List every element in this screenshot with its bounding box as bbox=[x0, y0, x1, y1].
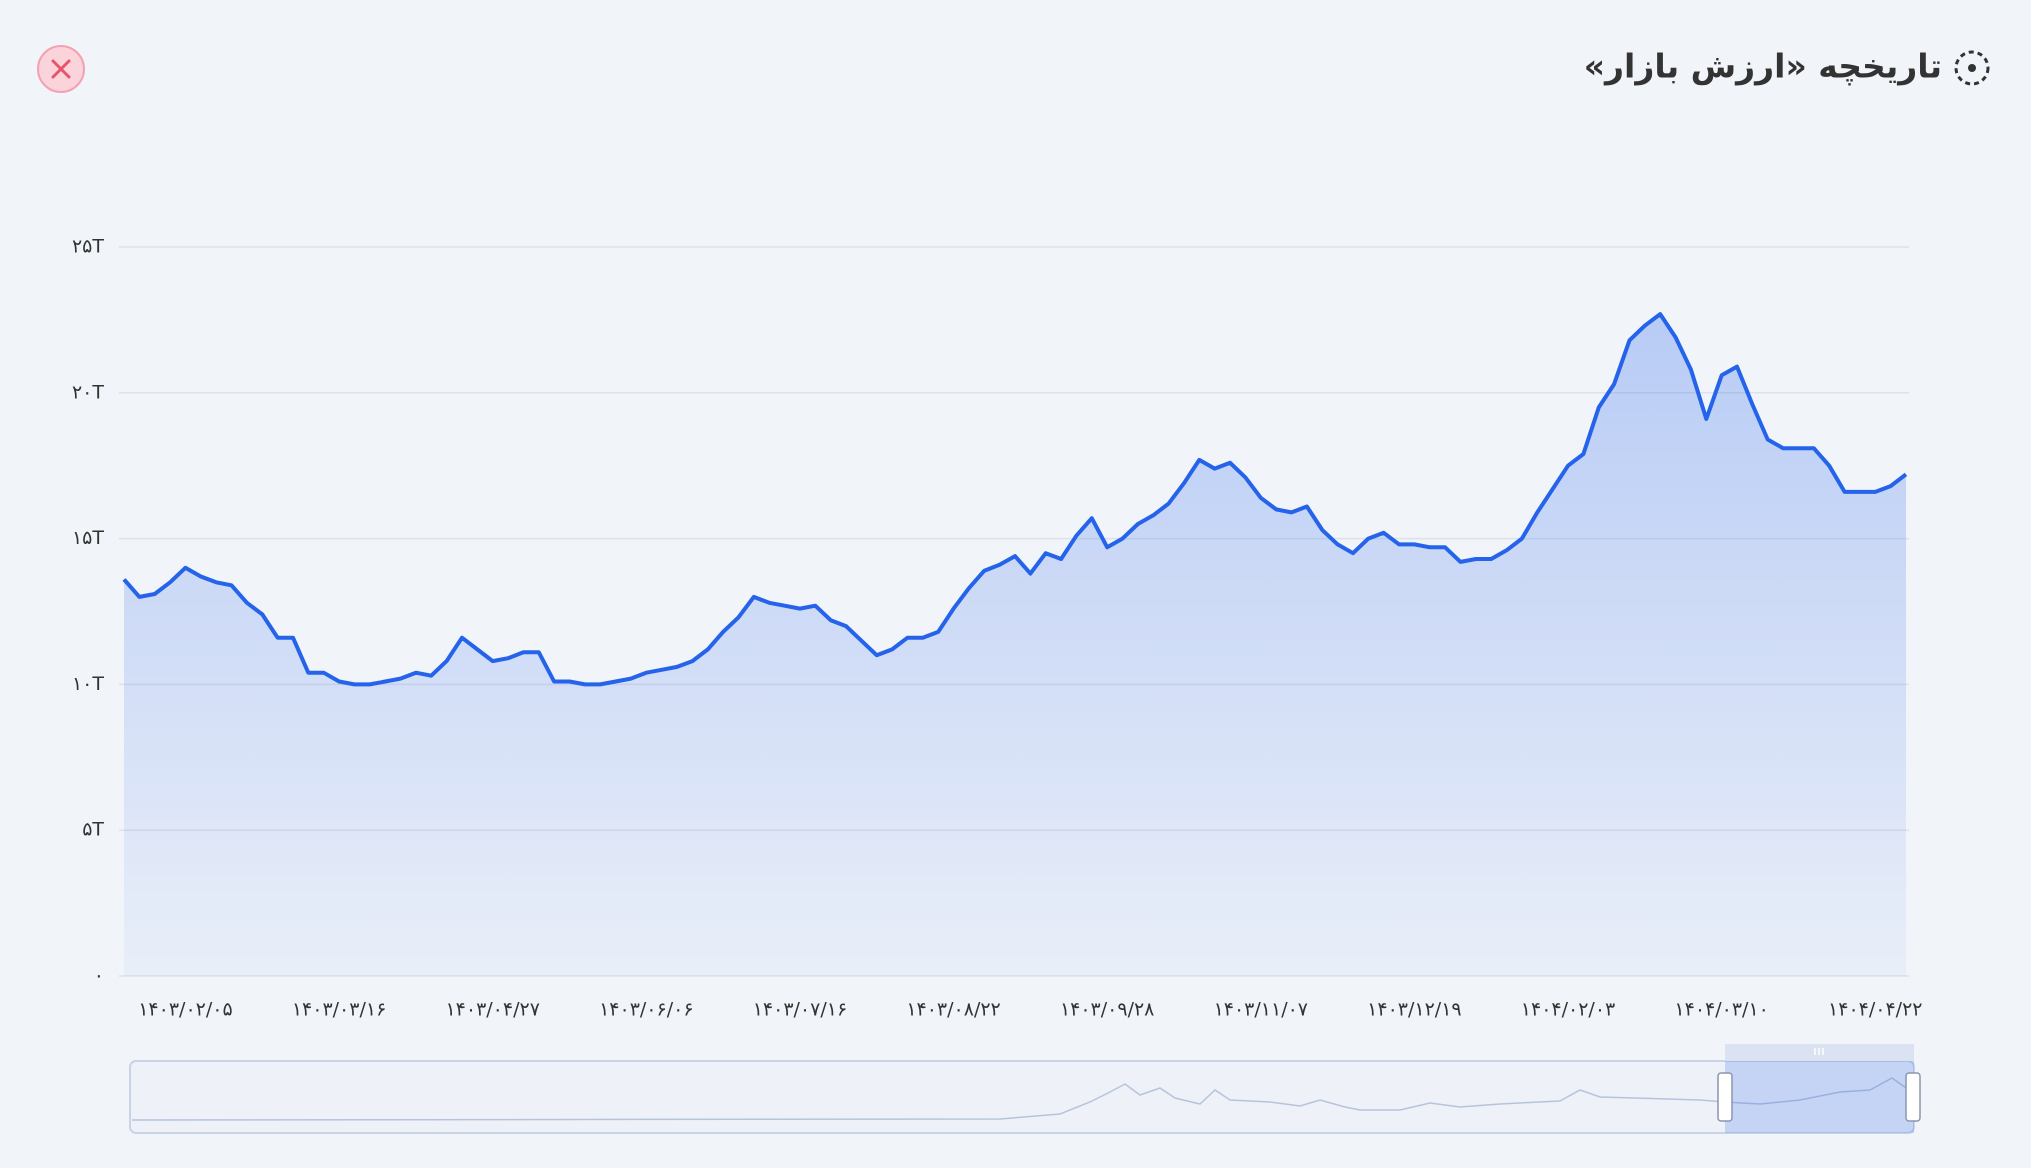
y-tick-label: ۵T bbox=[82, 819, 104, 841]
y-tick-label: ۲۰T bbox=[72, 381, 104, 403]
x-tick-label: ۱۴۰۳/۰۹/۲۸ bbox=[1060, 999, 1154, 1021]
line bbox=[122, 312, 1908, 687]
x-tick-label: ۱۴۰۳/۰۸/۲۲ bbox=[906, 999, 1000, 1021]
navigator-frame bbox=[129, 1060, 1915, 1134]
close-icon[interactable] bbox=[51, 59, 71, 79]
y-tick-label: ۲۵T bbox=[72, 236, 104, 258]
navigator-window[interactable] bbox=[1725, 1061, 1914, 1133]
x-tick-label: ۱۴۰۴/۰۴/۲۲ bbox=[1828, 999, 1922, 1021]
y-tick-label: ۱۵T bbox=[72, 527, 104, 549]
x-tick-label: ۱۴۰۳/۱۱/۰۷ bbox=[1214, 999, 1308, 1021]
chart-title: تاریخچه «ارزش بازار» bbox=[1584, 47, 1942, 86]
y-tick-label: ۰ bbox=[94, 965, 104, 987]
navigator[interactable] bbox=[129, 1044, 1921, 1134]
icon-ring bbox=[1954, 50, 1990, 86]
x-tick-label: ۱۴۰۳/۰۴/۲۷ bbox=[445, 999, 539, 1021]
title-icon bbox=[1954, 50, 1990, 86]
x-tick-label: ۱۴۰۳/۰۲/۰۵ bbox=[138, 999, 232, 1021]
close-button[interactable] bbox=[37, 45, 85, 93]
plot-area: ۰ ۵T ۱۰T ۱۵T ۲۰T ۲۵T ۱۴۰۳/۰۲/۰۵ ۱۴۰۳/۰۳/۱۶ ۱۴۰۳/… bbox=[72, 236, 1923, 1021]
x-tick-label: ۱۴۰۳/۰۶/۰۶ bbox=[599, 999, 693, 1021]
area-fill bbox=[124, 314, 1906, 977]
grip bbox=[1814, 1048, 1824, 1055]
x-tick-label: ۱۴۰۳/۰۳/۱۶ bbox=[292, 999, 386, 1021]
icon-dot bbox=[1968, 64, 1976, 72]
y-tick-label: ۱۰T bbox=[72, 673, 104, 695]
x-tick-label: ۱۴۰۴/۰۳/۱۰ bbox=[1674, 999, 1768, 1021]
navigator-handle-right[interactable] bbox=[1905, 1072, 1921, 1122]
navigator-preview bbox=[131, 1077, 1913, 1121]
x-tick-label: ۱۴۰۳/۱۲/۱۹ bbox=[1367, 999, 1461, 1021]
x-tick-label: ۱۴۰۳/۰۷/۱۶ bbox=[753, 999, 847, 1021]
x-tick-label: ۱۴۰۴/۰۲/۰۳ bbox=[1521, 999, 1615, 1021]
navigator-handle-left[interactable] bbox=[1717, 1072, 1733, 1122]
